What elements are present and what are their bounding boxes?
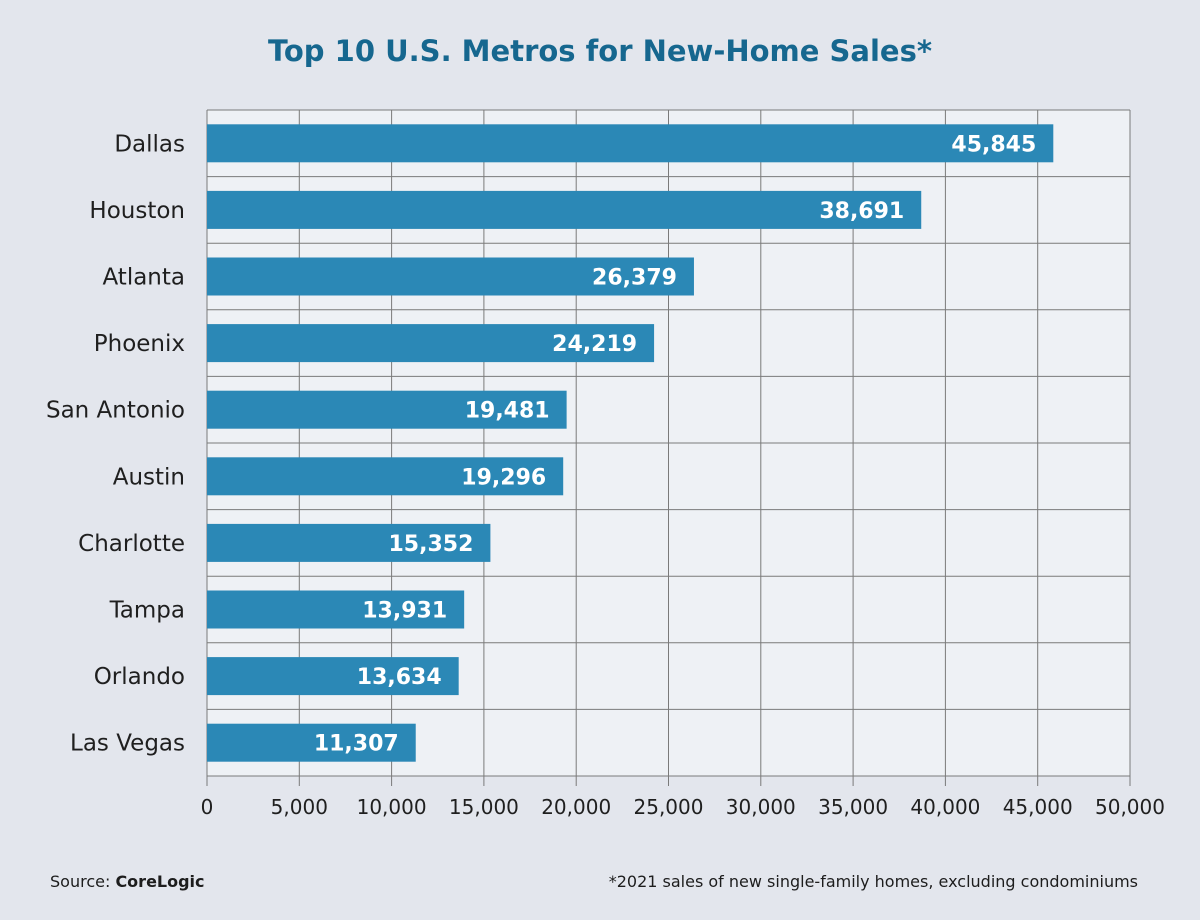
x-tick-label: 5,000 (271, 795, 328, 819)
bar-value-label: 19,481 (465, 399, 550, 424)
category-labels: Dallas Houston Atlanta Phoenix San Antonio Au… (46, 131, 185, 756)
x-tick-label: 45,000 (1003, 795, 1073, 819)
category-label: Charlotte (78, 531, 185, 557)
footnote: *2021 sales of new single-family homes, … (608, 872, 1138, 891)
x-tick-label: 15,000 (449, 795, 519, 819)
category-label: Atlanta (102, 265, 185, 291)
category-label: Phoenix (94, 331, 185, 357)
x-tick-label: 10,000 (357, 795, 427, 819)
x-tick-label: 50,000 (1095, 795, 1165, 819)
category-label: Tampa (109, 598, 185, 624)
category-label: Houston (89, 198, 185, 224)
bar (207, 723, 416, 762)
source-name: CoreLogic (115, 872, 205, 891)
category-label: Las Vegas (70, 731, 185, 757)
category-label: Orlando (94, 664, 185, 690)
bar-value-label: 45,845 (951, 132, 1036, 157)
bar (207, 523, 491, 562)
bar (207, 190, 922, 229)
x-tick-label: 0 (201, 795, 214, 819)
bar (207, 257, 694, 296)
bars (207, 124, 1054, 762)
bar-value-label: 15,352 (388, 532, 473, 557)
bar-value-label: 13,634 (357, 665, 442, 690)
value-labels: 45,845 38,691 26,379 24,219 19,481 19,296 15,3… (314, 132, 1036, 756)
category-label: Dallas (114, 131, 185, 157)
bar (207, 124, 1054, 163)
source-prefix: Source: (50, 872, 116, 891)
bar-value-label: 26,379 (592, 266, 677, 291)
x-tick-label: 35,000 (818, 795, 888, 819)
source-note: Source: CoreLogic (50, 872, 205, 891)
bar (207, 390, 567, 429)
bar (207, 324, 655, 363)
bar-value-label: 11,307 (314, 732, 399, 757)
x-tick-label: 25,000 (634, 795, 704, 819)
category-label: San Antonio (46, 398, 185, 424)
x-tick-label: 30,000 (726, 795, 796, 819)
bar (207, 590, 465, 629)
chart-title: Top 10 U.S. Metros for New-Home Sales* (267, 34, 933, 68)
bar-value-label: 19,296 (461, 465, 546, 490)
category-label: Austin (113, 464, 185, 490)
x-axis-ticks: 0 5,000 10,000 15,000 20,000 25,000 30,000 35,0… (201, 795, 1165, 819)
bar-value-label: 13,931 (362, 599, 447, 624)
x-tick-label: 20,000 (541, 795, 611, 819)
x-tick-label: 40,000 (910, 795, 980, 819)
bar (207, 457, 564, 496)
bar-value-label: 38,691 (819, 199, 904, 224)
bar-value-label: 24,219 (552, 332, 637, 357)
bar (207, 657, 459, 696)
